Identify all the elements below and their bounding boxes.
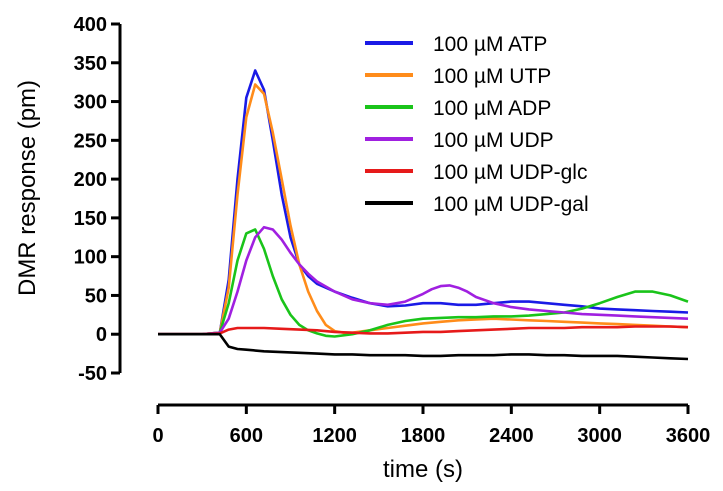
y-axis-title: DMR response (pm) xyxy=(14,80,41,296)
y-tick-label: 300 xyxy=(74,92,107,114)
legend-label: 100 µM ATP xyxy=(433,33,547,56)
x-tick-label: 2400 xyxy=(489,425,534,447)
x-tick-label: 1200 xyxy=(312,425,357,447)
y-axis: -50 0 50 100 150 200 250 300 350 400 xyxy=(74,14,122,385)
series-line xyxy=(158,83,689,336)
y-tick-label: 350 xyxy=(74,53,107,75)
series-line xyxy=(158,228,689,338)
plot-series xyxy=(158,69,689,361)
y-tick-label: 50 xyxy=(85,285,107,307)
series-line xyxy=(158,325,689,336)
x-tick-label: 3600 xyxy=(666,425,711,447)
x-axis-title: time (s) xyxy=(383,456,463,483)
x-tick-label: 1800 xyxy=(401,425,446,447)
legend: 100 µM ATP 100 µM UTP 100 µM ADP 100 µM UDP… xyxy=(365,33,589,216)
x-axis: 0 600 1200 1800 2400 3000 3600 xyxy=(152,403,710,447)
x-tick-label: 600 xyxy=(230,425,263,447)
y-ticks: -50 0 50 100 150 200 250 300 350 400 xyxy=(74,14,120,385)
y-tick-label: 200 xyxy=(74,169,107,191)
series-line xyxy=(158,332,689,361)
x-ticks: 0 600 1200 1800 2400 3000 3600 xyxy=(152,405,710,447)
legend-label: 100 µM UDP-glc xyxy=(433,161,587,184)
y-tick-label: 150 xyxy=(74,208,107,230)
x-tick-label: 3000 xyxy=(577,425,622,447)
y-tick-label: 250 xyxy=(74,130,107,152)
x-tick-label: 0 xyxy=(152,425,163,447)
y-tick-label: 0 xyxy=(96,324,107,346)
y-tick-label: 400 xyxy=(74,14,107,36)
legend-label: 100 µM UTP xyxy=(433,65,551,88)
legend-label: 100 µM ADP xyxy=(433,97,551,120)
y-tick-label: 100 xyxy=(74,247,107,269)
legend-label: 100 µM UDP xyxy=(433,129,554,152)
series-line xyxy=(158,225,689,336)
y-tick-label: -50 xyxy=(78,363,107,385)
legend-label: 100 µM UDP-gal xyxy=(433,193,589,216)
